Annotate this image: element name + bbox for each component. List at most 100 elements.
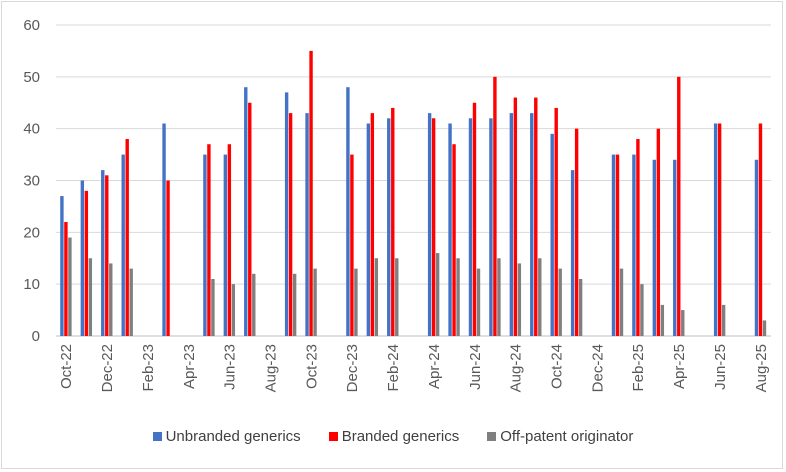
bar-0-Apr-24 (427, 113, 432, 336)
legend-swatch-originator (487, 432, 497, 441)
x-tick-label: Feb-24 (385, 344, 402, 392)
legend-item-originator: Off-patent originator (487, 428, 633, 445)
bar-0-Jan-24 (366, 123, 371, 336)
x-tick-label: Apr-24 (426, 344, 443, 389)
bar-1-Dec-23 (350, 154, 354, 336)
bar-0-May-24 (448, 123, 452, 336)
bar-1-Sep-23 (288, 113, 293, 336)
y-tick-label: 0 (32, 328, 40, 345)
bar-1-May-23 (207, 144, 211, 336)
bar-0-Oct-23 (305, 113, 309, 336)
bar-0-Sep-23 (284, 92, 289, 336)
x-tick-label: Aug-25 (753, 344, 770, 392)
bar-1-Dec-22 (105, 175, 109, 336)
bar-2-Sep-24 (538, 258, 542, 336)
bar-1-Oct-22 (64, 221, 68, 336)
legend: Unbranded generics Branded generics Off-… (0, 428, 786, 445)
bar-1-Oct-24 (554, 107, 558, 336)
bar-1-Aug-25 (758, 123, 763, 336)
y-tick-label: 20 (23, 224, 40, 241)
x-tick-label: Oct-24 (549, 344, 566, 389)
bar-2-Jan-25 (619, 268, 624, 336)
bar-0-Jun-25 (713, 123, 718, 336)
x-tick-label: Jun-25 (712, 344, 729, 390)
x-tick-label: Apr-25 (671, 344, 688, 389)
bar-0-Aug-25 (754, 159, 759, 336)
bar-0-Dec-23 (346, 87, 350, 336)
bar-0-Jan-23 (121, 154, 125, 336)
bar-0-Oct-24 (550, 133, 554, 336)
bar-0-Apr-25 (673, 159, 677, 336)
bar-1-Jun-23 (227, 144, 232, 336)
bar-2-Oct-23 (313, 268, 317, 336)
bar-0-Aug-24 (509, 113, 514, 336)
bar-2-Sep-23 (292, 273, 297, 336)
y-tick-label: 10 (23, 276, 40, 293)
bar-1-Jun-24 (472, 102, 477, 336)
x-tick-label: Jun-24 (467, 344, 484, 390)
y-tick-label: 30 (23, 173, 40, 190)
bar-1-Aug-24 (513, 97, 518, 336)
bar-2-May-24 (456, 258, 460, 336)
bar-2-Dec-23 (354, 268, 358, 336)
bar-0-Sep-24 (530, 113, 534, 336)
bar-2-Nov-24 (578, 278, 583, 336)
bar-1-Jan-23 (125, 139, 129, 336)
bar-2-Mar-25 (660, 304, 665, 336)
bar-2-Oct-24 (558, 268, 562, 336)
x-tick-label: Aug-23 (263, 344, 280, 392)
bar-1-May-24 (452, 144, 456, 336)
bar-1-Nov-24 (574, 128, 579, 336)
bar-1-Apr-25 (677, 76, 681, 336)
bar-0-May-23 (203, 154, 207, 336)
bar-2-Aug-25 (762, 320, 767, 336)
bar-0-Jun-23 (223, 154, 228, 336)
x-tick-label: Jun-23 (222, 344, 239, 390)
x-tick-label: Dec-22 (99, 344, 116, 392)
bar-2-Jun-24 (476, 268, 481, 336)
bar-2-Jan-23 (129, 268, 133, 336)
x-tick-label: Apr-23 (181, 344, 198, 389)
bar-1-Apr-24 (431, 118, 436, 336)
bar-1-Oct-23 (309, 50, 313, 337)
bar-0-Jul-23 (244, 87, 248, 336)
bar-2-Jul-23 (252, 273, 256, 336)
bar-2-Nov-22 (88, 258, 93, 336)
bar-0-Dec-22 (101, 170, 105, 336)
bar-0-Jan-25 (611, 154, 616, 336)
x-tick-label: Dec-23 (344, 344, 361, 392)
legend-swatch-branded (328, 432, 338, 441)
x-tick-label: Oct-23 (303, 344, 320, 389)
legend-label-originator: Off-patent originator (500, 428, 634, 445)
bar-2-Dec-22 (109, 263, 113, 336)
x-tick-label: Feb-23 (140, 344, 157, 392)
x-tick-label: Dec-24 (589, 344, 606, 392)
bar-1-Jul-24 (493, 76, 497, 336)
bar-1-Mar-23 (166, 180, 170, 336)
legend-item-branded: Branded generics (328, 428, 460, 445)
bar-0-Feb-24 (387, 118, 391, 336)
legend-item-unbranded: Unbranded generics (152, 428, 301, 445)
x-tick-label: Oct-22 (58, 344, 75, 389)
legend-swatch-unbranded (152, 432, 162, 441)
bar-2-Feb-24 (395, 258, 399, 336)
bar-0-Nov-22 (80, 180, 85, 336)
bar-0-Jun-24 (468, 118, 473, 336)
bar-1-Jan-24 (370, 113, 375, 336)
bar-2-Jul-24 (497, 258, 501, 336)
x-tick-label: Aug-24 (508, 344, 525, 392)
bar-2-Apr-25 (681, 310, 685, 336)
bar-2-Oct-22 (68, 237, 72, 336)
bar-2-May-23 (211, 278, 215, 336)
bar-0-Nov-24 (570, 170, 575, 336)
bar-0-Oct-22 (60, 196, 64, 336)
bar-0-Jul-24 (489, 118, 493, 336)
bar-2-Aug-24 (517, 263, 522, 336)
bar-1-Jan-25 (615, 154, 620, 336)
bar-0-Mar-25 (652, 159, 657, 336)
legend-label-branded: Branded generics (341, 428, 460, 445)
y-tick-label: 50 (23, 69, 40, 86)
bar-1-Sep-24 (534, 97, 538, 336)
bar-1-Feb-25 (636, 139, 640, 336)
